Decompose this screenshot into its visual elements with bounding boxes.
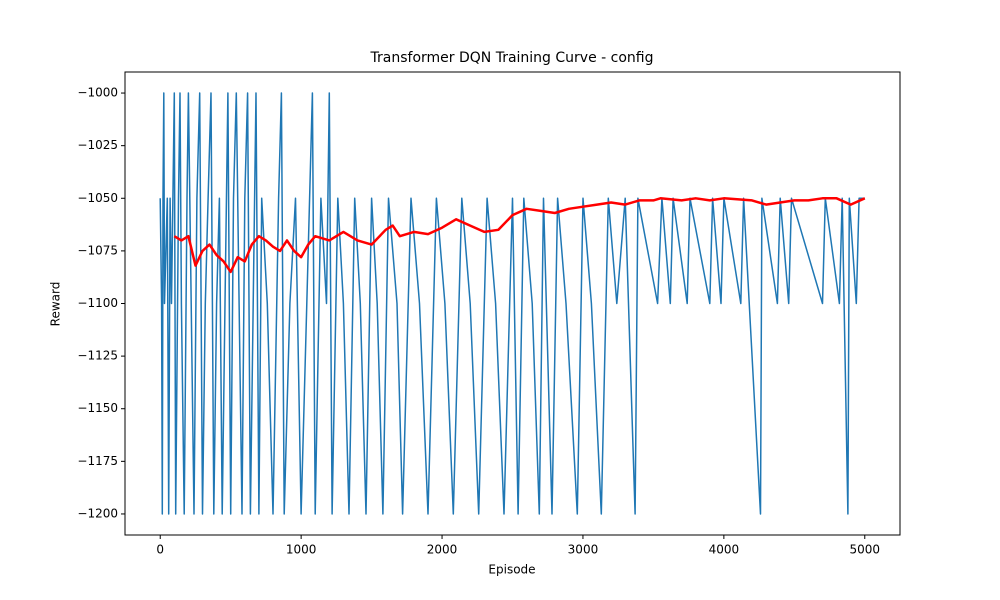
series-line	[159, 92, 865, 515]
y-axis-label: Reward	[49, 282, 63, 327]
y-tick-label: −1200	[77, 506, 118, 520]
x-tick-label: 4000	[709, 543, 740, 557]
y-tick-label: −1100	[77, 296, 118, 310]
series-line	[173, 197, 866, 274]
x-tick-label: 2000	[427, 543, 458, 557]
y-tick-label: −1175	[77, 454, 118, 468]
x-tick-label: 5000	[849, 543, 880, 557]
x-tick-label: 3000	[568, 543, 599, 557]
y-tick-label: −1150	[77, 401, 118, 415]
y-tick-label: −1050	[77, 191, 118, 205]
x-tick-label: 0	[156, 543, 164, 557]
y-tick-label: −1025	[77, 138, 118, 152]
y-tick-label: −1000	[77, 86, 118, 100]
x-tick-label: 1000	[286, 543, 317, 557]
y-tick-label: −1075	[77, 243, 118, 257]
y-tick-label: −1125	[77, 349, 118, 363]
plot-frame	[124, 71, 901, 536]
chart-title: Transformer DQN Training Curve - config	[370, 50, 654, 66]
x-axis-label: Episode	[488, 563, 535, 577]
